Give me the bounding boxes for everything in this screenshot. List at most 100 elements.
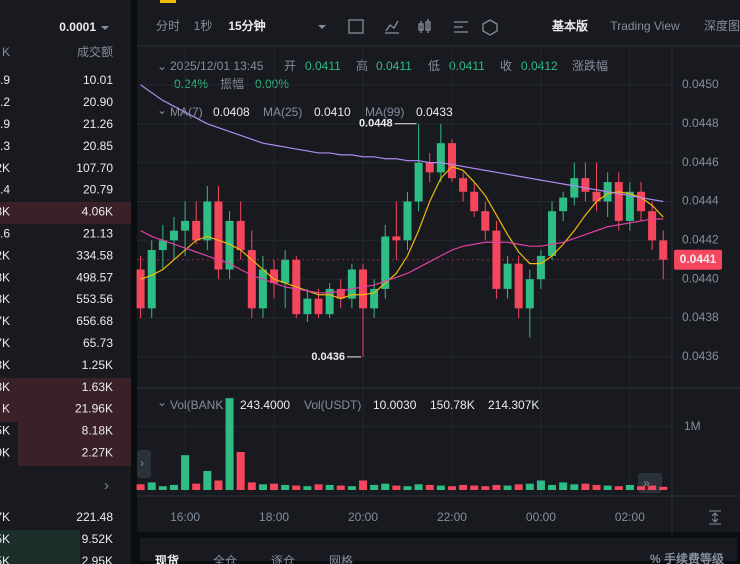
volume-bar bbox=[414, 484, 423, 490]
side-toggle[interactable] bbox=[137, 450, 151, 478]
fee-label[interactable]: % 手续费等级 bbox=[650, 551, 724, 564]
volume-bar bbox=[436, 485, 445, 490]
volume-bar bbox=[447, 486, 456, 490]
book-amount: 9K bbox=[0, 445, 10, 459]
book-total: 334.58 bbox=[76, 248, 113, 262]
reset-icon[interactable] bbox=[709, 510, 721, 525]
volume-bar bbox=[247, 482, 256, 490]
info-value: 0.0412 bbox=[521, 59, 558, 73]
trade-tab[interactable]: 全仓 bbox=[213, 553, 237, 564]
collapse[interactable]: ⌄ bbox=[157, 59, 167, 73]
collapse[interactable]: ⌄ bbox=[157, 103, 167, 117]
volume-bar bbox=[470, 485, 479, 490]
candle-body bbox=[203, 201, 212, 241]
scroll-icon[interactable]: » bbox=[643, 476, 650, 490]
column-header: 成交额 bbox=[77, 44, 113, 59]
volume-bar bbox=[459, 484, 468, 490]
book-total: 10.01 bbox=[83, 73, 113, 87]
volume-bar bbox=[281, 484, 290, 490]
icon[interactable] bbox=[348, 19, 364, 34]
dropdown-arrow[interactable] bbox=[101, 26, 109, 30]
volume-bar bbox=[559, 482, 568, 490]
book-amount: 2K bbox=[0, 161, 10, 175]
collapse[interactable]: ⌄ bbox=[157, 395, 167, 409]
book-total: 498.57 bbox=[76, 270, 113, 284]
candle-body bbox=[370, 288, 379, 309]
volume-bar bbox=[525, 483, 534, 490]
active-indicator bbox=[160, 0, 176, 3]
info-label: 收 bbox=[500, 59, 512, 73]
info-value: 0.0411 bbox=[449, 59, 485, 73]
volume-bar bbox=[347, 486, 356, 490]
candle-body bbox=[570, 178, 579, 198]
book-amount: .3 bbox=[0, 139, 10, 153]
view-tab[interactable]: 基本版 bbox=[551, 18, 588, 33]
book-total: 553.56 bbox=[76, 292, 113, 306]
candle-body bbox=[303, 298, 312, 315]
book-amount: .6 bbox=[0, 226, 10, 240]
y-tick-label: 0.0444 bbox=[682, 194, 719, 208]
expand-arrow[interactable]: › bbox=[104, 477, 109, 494]
y-tick-label: 1M bbox=[684, 419, 701, 433]
x-tick-label: 22:00 bbox=[437, 510, 467, 524]
info-label: 振幅 bbox=[220, 76, 244, 91]
book-total: 20.90 bbox=[83, 95, 113, 109]
candle-body bbox=[181, 220, 190, 231]
candle-body bbox=[314, 298, 323, 315]
volume-bar bbox=[359, 480, 367, 490]
volume-bar bbox=[225, 398, 234, 490]
precision[interactable]: 0.0001 bbox=[59, 20, 96, 34]
book-total: 21.26 bbox=[83, 117, 113, 131]
candle-body bbox=[625, 191, 634, 221]
candle-body bbox=[359, 269, 367, 309]
interval-tab[interactable]: 1秒 bbox=[194, 19, 213, 33]
candle-body bbox=[425, 162, 434, 173]
volume-bar bbox=[336, 485, 345, 490]
volume-bar bbox=[603, 485, 612, 490]
info-value: -0.24% bbox=[170, 77, 208, 91]
candle-body bbox=[659, 240, 668, 260]
volume-bar bbox=[203, 471, 212, 490]
book-total: 8.18K bbox=[82, 424, 113, 438]
candle-body bbox=[403, 201, 412, 241]
ma-line bbox=[140, 84, 664, 203]
volume-bar bbox=[481, 486, 490, 490]
candle-body bbox=[559, 197, 568, 212]
trade-tab[interactable]: 网格 bbox=[329, 553, 353, 564]
icon[interactable] bbox=[418, 19, 431, 33]
interval-tab[interactable]: 15分钟 bbox=[228, 18, 265, 33]
trade-tab[interactable]: 现货 bbox=[155, 553, 179, 564]
view-tab[interactable]: Trading View bbox=[610, 19, 680, 33]
volume-bar bbox=[614, 486, 623, 490]
x-tick-label: 02:00 bbox=[615, 510, 645, 524]
volume-bar bbox=[370, 484, 379, 490]
volume-bar bbox=[659, 486, 668, 490]
volume-bar bbox=[425, 484, 434, 490]
book-total: 9.52K bbox=[82, 532, 113, 546]
dropdown-arrow[interactable] bbox=[318, 25, 326, 29]
volume-bar bbox=[637, 486, 645, 490]
volume-bar bbox=[403, 486, 412, 490]
toolbar-icons[interactable] bbox=[348, 19, 498, 36]
icon[interactable] bbox=[482, 19, 498, 36]
book-total: 4.06K bbox=[82, 205, 113, 219]
interval-tab[interactable]: 分时 bbox=[156, 19, 180, 33]
volume-bar bbox=[169, 484, 178, 490]
column-header: K bbox=[2, 45, 10, 59]
volume-ma-value: 150.78K bbox=[430, 398, 475, 412]
depth-bar bbox=[18, 444, 131, 466]
book-amount: .9 bbox=[0, 117, 10, 131]
trade-tab[interactable]: 逐仓 bbox=[271, 554, 295, 564]
candle-body bbox=[336, 288, 345, 299]
view-tab[interactable]: 深度图 bbox=[704, 18, 740, 33]
icon[interactable] bbox=[454, 21, 468, 33]
candle-body bbox=[392, 236, 401, 241]
icon[interactable] bbox=[385, 20, 399, 34]
depth-bar bbox=[0, 400, 131, 422]
side-toggle-icon[interactable]: › bbox=[140, 456, 144, 470]
volume-legend-value: 243.4000 bbox=[240, 398, 290, 412]
volume-bar bbox=[648, 485, 657, 490]
x-tick-label: 18:00 bbox=[259, 510, 289, 524]
volume-bar bbox=[625, 484, 634, 490]
